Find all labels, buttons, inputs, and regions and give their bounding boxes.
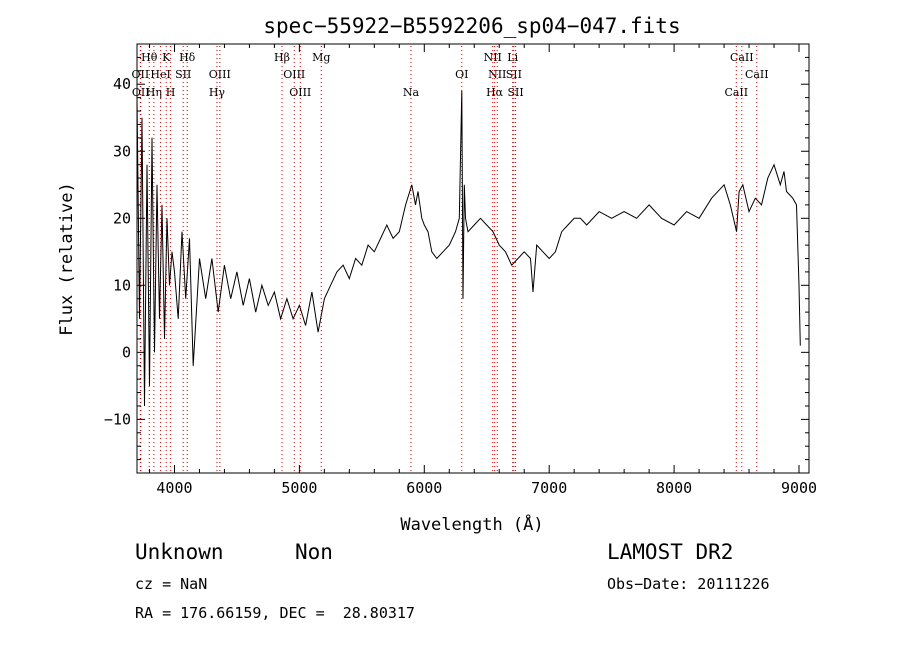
marker-label: Na	[403, 86, 420, 99]
marker-label: OIII	[289, 86, 311, 99]
class-label: Unknown	[135, 540, 224, 564]
y-axis-label: Flux (relative)	[57, 182, 77, 336]
marker-label: OI	[455, 68, 468, 81]
marker-label: Hη	[146, 86, 162, 99]
y-tick-label: 20	[113, 209, 131, 227]
chart-title: spec−55922−B5592206_sp04−047.fits	[263, 14, 680, 38]
marker-label: OIII	[283, 68, 305, 81]
marker-label: Hθ	[141, 51, 158, 64]
y-tick-label: 10	[113, 276, 131, 294]
y-tick-label: 30	[113, 142, 131, 160]
marker-label: Hγ	[209, 86, 226, 99]
x-tick-label: 9000	[781, 479, 817, 497]
marker-label: H	[166, 86, 176, 99]
marker-label: HeI	[150, 68, 170, 81]
obs-date-label: Obs−Date: 20111226	[607, 575, 770, 593]
marker-label: CaII	[745, 68, 769, 81]
plot-frame	[136, 43, 810, 474]
y-tick-label: −10	[104, 410, 131, 428]
marker-label: SII	[175, 68, 191, 81]
marker-label: OIII	[209, 68, 231, 81]
marker-label: SII	[506, 68, 522, 81]
marker-label: OII	[132, 86, 150, 99]
survey-label: LAMOST DR2	[607, 540, 734, 564]
marker-label: SII	[507, 86, 523, 99]
x-tick-label: 4000	[156, 479, 192, 497]
marker-label: Li	[507, 51, 518, 64]
x-tick-label: 6000	[406, 479, 442, 497]
y-tick-label: 0	[122, 343, 131, 361]
marker-label: Hβ	[274, 51, 290, 64]
marker-label: Mg	[312, 51, 330, 64]
subclass-label: Non	[295, 540, 333, 564]
cz-label: cz = NaN	[135, 575, 208, 593]
marker-label: K	[162, 51, 171, 64]
marker-label: CaII	[724, 86, 748, 99]
x-tick-label: 5000	[281, 479, 317, 497]
marker-label: Hα	[486, 86, 504, 99]
axis-ticks: 4000 5000 6000 7000 8000 9000 −10 0 10 20 30 40	[104, 44, 817, 497]
x-tick-label: 7000	[531, 479, 567, 497]
x-axis-label: Wavelength (Å)	[400, 513, 543, 535]
marker-label: CaII	[730, 51, 754, 64]
spectrum-line	[136, 90, 801, 407]
marker-label: Hδ	[179, 51, 196, 64]
x-tick-label: 8000	[656, 479, 692, 497]
y-tick-label: 40	[113, 75, 131, 93]
marker-label: NII	[488, 68, 506, 81]
marker-label: NII	[484, 51, 502, 64]
coordinates-label: RA = 176.66159, DEC = 28.80317	[135, 604, 415, 622]
emission-line-markers: HθKHδHβMgNIILiCaIIOIIHeISIIOIIIOIIIOINII…	[132, 46, 769, 473]
